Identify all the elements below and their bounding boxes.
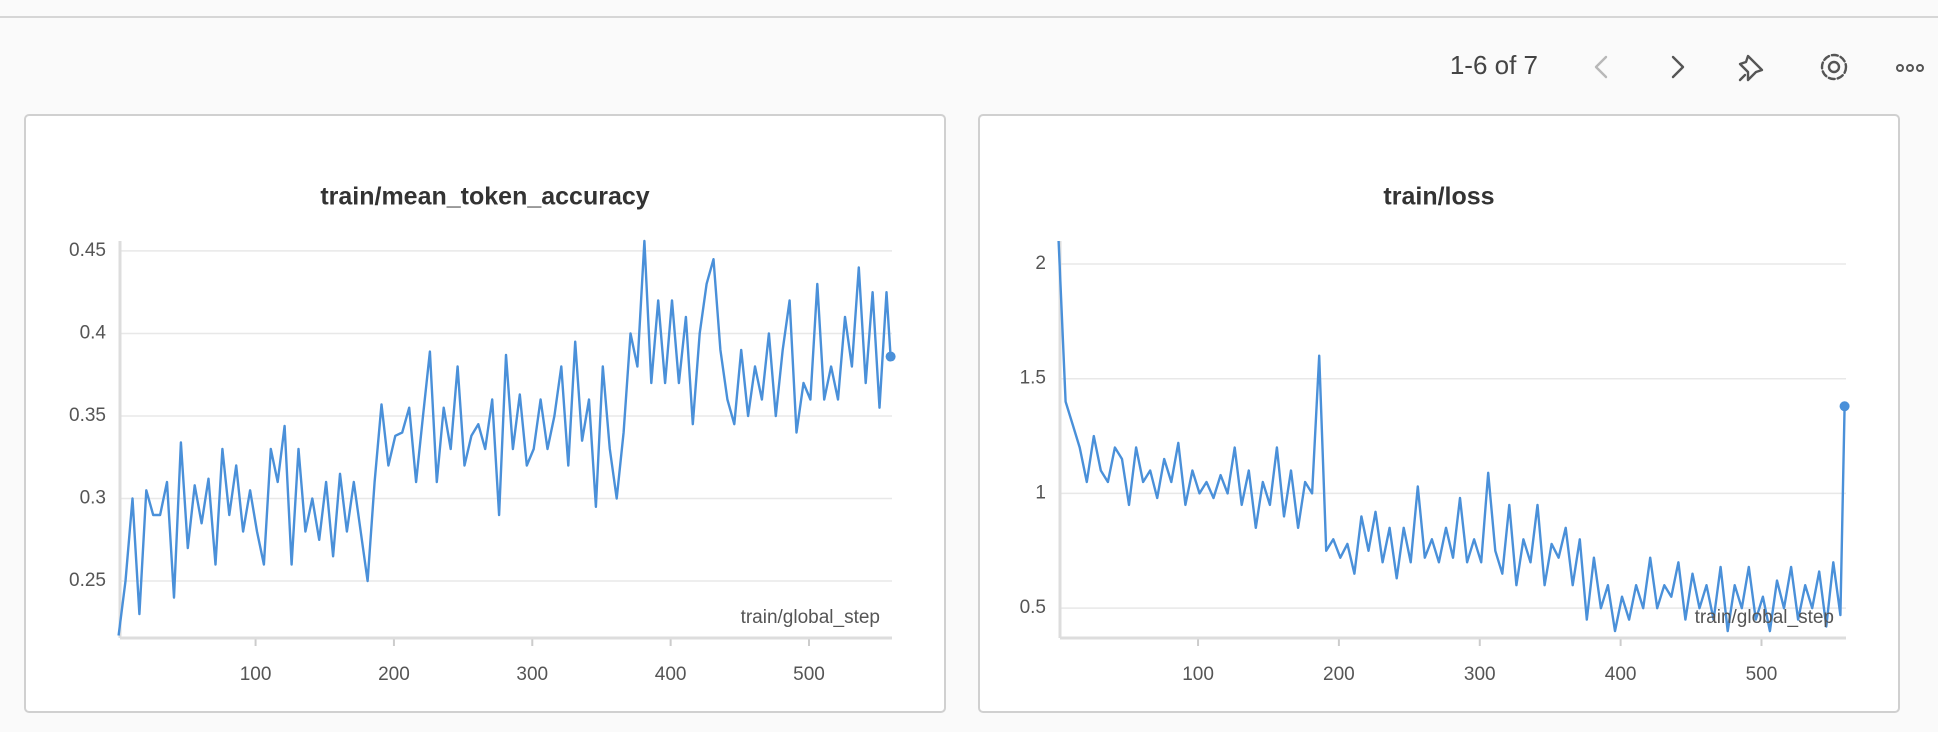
settings-button[interactable]	[1820, 53, 1848, 81]
chart-title: train/loss	[1383, 183, 1494, 211]
y-tick-label: 0.3	[80, 488, 106, 509]
x-tick-label: 300	[1464, 664, 1496, 685]
x-tick-label: 200	[1323, 664, 1355, 685]
more-button[interactable]	[1896, 64, 1924, 72]
y-tick-label: 0.35	[69, 405, 106, 426]
x-tick-label: 100	[240, 664, 272, 685]
y-tick-label: 0.45	[69, 240, 106, 261]
data-line	[117, 239, 892, 636]
last-point	[1839, 401, 1850, 412]
y-tick-label: 1.5	[1020, 368, 1046, 389]
y-tick-label: 0.4	[80, 322, 107, 343]
prev-button[interactable]	[1594, 55, 1608, 79]
y-tick-label: 0.5	[1020, 597, 1046, 618]
x-tick-label: 100	[1182, 664, 1214, 685]
x-axis-label: train/global_step	[1695, 607, 1834, 628]
x-tick-label: 400	[1605, 664, 1637, 685]
x-tick-label: 300	[516, 664, 548, 685]
x-tick-label: 200	[378, 664, 410, 685]
next-button[interactable]	[1671, 55, 1685, 79]
last-point	[885, 351, 896, 362]
chart-title: train/mean_token_accuracy	[320, 183, 649, 211]
x-axis-label: train/global_step	[741, 607, 880, 628]
pagination: 1-6 of 7	[1450, 50, 1538, 80]
x-tick-label: 500	[793, 664, 825, 685]
x-tick-label: 500	[1746, 664, 1778, 685]
y-tick-label: 1	[1035, 482, 1046, 503]
pin-button[interactable]	[1738, 54, 1764, 82]
y-tick-label: 2	[1035, 253, 1046, 274]
data-line	[1057, 240, 1846, 633]
x-tick-label: 400	[655, 664, 687, 685]
y-tick-label: 0.25	[69, 570, 106, 591]
